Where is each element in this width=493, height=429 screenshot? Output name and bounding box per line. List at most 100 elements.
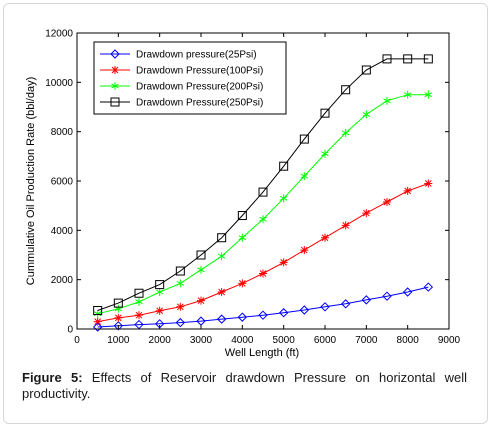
caption-text: Effects of Reservoir drawdown Pressure o… (22, 370, 468, 401)
legend-label: Drawdown Pressure(250Psi) (136, 98, 263, 109)
data-point (113, 298, 123, 308)
data-point (424, 179, 433, 188)
y-tick-label: 10000 (45, 78, 73, 89)
legend-entry: Drawdown Pressure(100Psi) (100, 66, 263, 77)
data-point (155, 306, 164, 315)
x-tick-label: 0 (74, 335, 80, 346)
data-point (300, 246, 309, 255)
series-group (92, 54, 434, 332)
data-point (134, 288, 144, 298)
data-point (92, 322, 103, 332)
axes: 0 1000 2000 3000 4000 5000 6000 7000 8000 9000 0 20… (45, 29, 460, 347)
data-point (217, 233, 227, 243)
data-point (93, 306, 103, 315)
data-point (93, 309, 102, 318)
data-point (299, 134, 309, 144)
x-tick-label: 5000 (273, 335, 296, 346)
x-tick-label: 8000 (397, 335, 420, 346)
series-4 (93, 54, 433, 315)
plot-border (76, 32, 450, 330)
x-tick-label: 9000 (438, 335, 461, 346)
data-point (155, 288, 164, 296)
data-point (278, 308, 289, 318)
legend-swatch-marker (110, 49, 120, 59)
data-point (299, 305, 310, 315)
legend-entry: Drawdown Pressure(250Psi) (100, 97, 263, 109)
data-point (135, 297, 143, 306)
data-point (217, 252, 226, 261)
data-point (300, 172, 309, 181)
legend-swatch-marker (111, 66, 119, 74)
data-point (320, 302, 330, 312)
legend: Drawdown pressure(25Psi) Drawdown Pressur… (93, 41, 287, 115)
data-point (383, 96, 391, 105)
series-2 (93, 179, 433, 326)
series-3 (93, 90, 433, 318)
data-point (175, 317, 186, 328)
y-tick-label: 12000 (45, 29, 73, 40)
data-point (237, 312, 248, 322)
data-point (361, 295, 372, 305)
y-tick-label: 6000 (51, 177, 74, 188)
data-point (217, 288, 226, 296)
data-point (155, 280, 165, 290)
data-point (216, 314, 227, 324)
data-point (259, 215, 267, 224)
legend-swatch-marker (110, 97, 120, 107)
y-tick-label: 8000 (51, 127, 74, 138)
legend-label: Drawdown Pressure(200Psi) (136, 82, 263, 93)
legend-entry: Drawdown Pressure(200Psi) (100, 82, 263, 93)
data-point (279, 161, 289, 171)
data-point (383, 197, 391, 206)
data-point (279, 194, 288, 203)
data-point (279, 258, 288, 267)
data-point (341, 128, 350, 137)
data-point (114, 313, 123, 322)
data-point (238, 279, 247, 288)
data-point (176, 279, 185, 288)
legend-label: Drawdown Pressure(100Psi) (136, 66, 263, 77)
series-line (97, 286, 429, 328)
y-tick-label: 0 (67, 325, 73, 336)
data-point (113, 321, 124, 331)
x-axis-title: Well Length (ft) (225, 347, 299, 359)
x-tick-label: 4000 (231, 335, 254, 346)
legend-swatch-marker (111, 82, 119, 90)
x-tick-label: 6000 (314, 335, 337, 346)
data-point (197, 265, 205, 274)
line-chart: 0 1000 2000 3000 4000 5000 6000 7000 8000 9000 0 20… (25, 29, 461, 360)
data-point (403, 54, 413, 64)
data-point (258, 187, 268, 197)
data-point (176, 302, 185, 311)
data-point (340, 299, 351, 309)
data-point (197, 296, 205, 305)
data-point (135, 311, 143, 320)
data-point (321, 233, 329, 242)
data-point (423, 282, 434, 292)
data-point (237, 211, 247, 221)
figure-caption: Figure 5: Effects of Reservoir drawdown … (22, 370, 467, 402)
legend-entry: Drawdown pressure(25Psi) (100, 49, 257, 61)
y-axis-title: Cummulative Oil Production Rate (bbl/day… (25, 77, 37, 285)
data-point (93, 317, 102, 326)
data-point (341, 85, 351, 95)
data-point (238, 233, 247, 242)
data-point (259, 269, 267, 278)
data-point (362, 209, 371, 218)
data-point (423, 54, 433, 64)
series-line (97, 58, 429, 311)
x-tick-label: 7000 (355, 335, 378, 346)
legend-label: Drawdown pressure(25Psi) (136, 50, 257, 61)
data-point (361, 65, 371, 75)
data-point (362, 110, 371, 119)
y-tick-label: 4000 (51, 226, 74, 237)
x-tick-label: 3000 (190, 335, 213, 346)
x-tick-label: 1000 (107, 335, 130, 346)
data-point (196, 250, 206, 260)
data-point (402, 287, 413, 297)
data-point (382, 291, 392, 301)
x-tick-label: 2000 (149, 335, 172, 346)
caption-label: Figure 5: (22, 370, 83, 385)
data-point (175, 266, 185, 276)
data-point (424, 90, 433, 99)
